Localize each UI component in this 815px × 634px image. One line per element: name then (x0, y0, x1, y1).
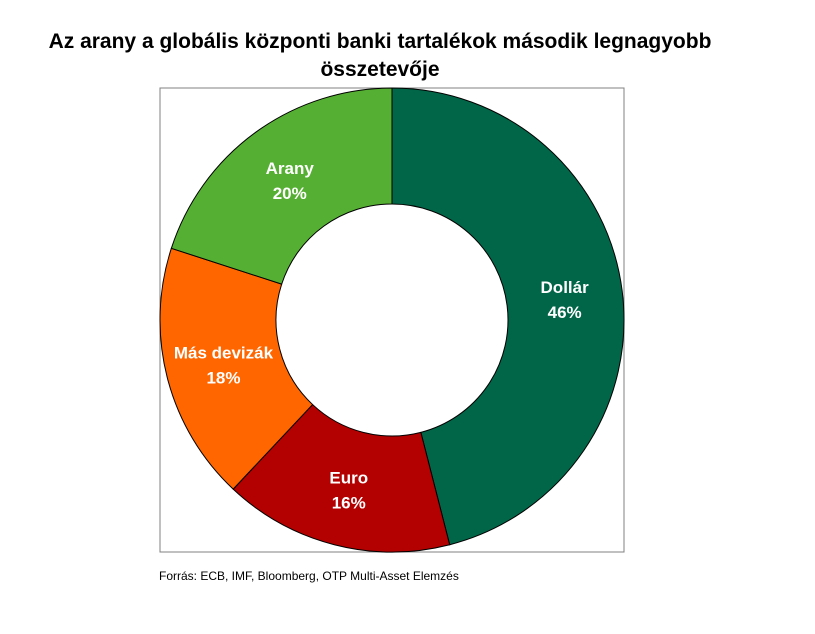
slice-value-euro: 16% (332, 494, 366, 513)
slice-value-mas-devizak: 18% (206, 368, 240, 387)
slice-label-mas-devizak: Más devizák (174, 343, 274, 362)
slice-dollar (391, 87, 625, 546)
slice-arany (170, 87, 393, 285)
slice-value-dollar: 46% (548, 303, 582, 322)
slice-euro (232, 403, 451, 553)
slice-label-dollar: Dollár (541, 278, 590, 297)
source-note: Forrás: ECB, IMF, Bloomberg, OTP Multi-A… (159, 569, 459, 583)
chart-title: Az arany a globális központi banki tarta… (48, 30, 712, 81)
slice-value-arany: 20% (273, 184, 307, 203)
slice-mas-devizak (159, 247, 314, 490)
slice-labels: Dollár 46% Euro 16% Más devizák 18% Arany 20% (174, 159, 589, 512)
slices (159, 87, 625, 553)
slice-label-arany: Arany (266, 159, 315, 178)
slice-label-euro: Euro (329, 469, 368, 488)
